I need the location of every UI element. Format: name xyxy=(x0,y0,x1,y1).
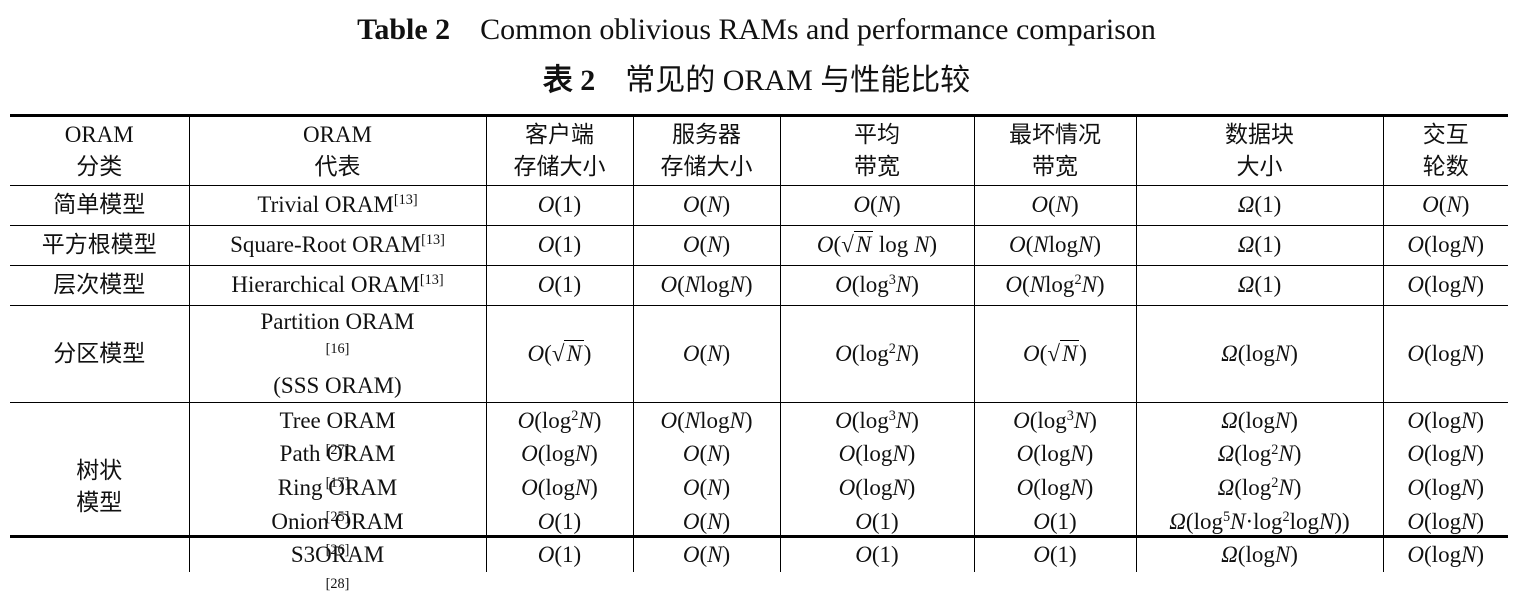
category-cell: 简单模型 xyxy=(10,184,190,226)
category-cell: 树状 模型 xyxy=(10,401,190,572)
table-row-partition: 分区模型 Partition ORAM [16] (SSS ORAM) O(√N) … xyxy=(10,304,1508,403)
rep-path-oram: Path ORAM [17] xyxy=(279,441,396,492)
header-worst-bandwidth: 最坏情况 带宽 xyxy=(973,117,1137,186)
rounds-cell: O(logN) xyxy=(1382,304,1508,403)
client-storage-cell: O(1) xyxy=(485,224,634,266)
worst-bandwidth-cell: O(Nlog2N) xyxy=(973,264,1137,306)
block-size-cell: Ω(1) xyxy=(1135,224,1384,266)
table-row-hierarchical: 层次模型 Hierarchical ORAM[13] O(1) O(NlogN)… xyxy=(10,264,1508,306)
worst-bandwidth-cell: O(N) xyxy=(973,184,1137,226)
worst-bandwidth-cell: O(log3N) O(logN) O(logN) O(1) O(1) xyxy=(973,401,1137,572)
rounds-cell: O(logN) xyxy=(1382,264,1508,306)
representative-cell: Partition ORAM [16] (SSS ORAM) xyxy=(188,304,487,403)
rounds-cell: O(N) xyxy=(1382,184,1508,226)
server-storage-cell: O(N) xyxy=(632,184,781,226)
table-title-zh: 表 2 常见的 ORAM 与性能比较 xyxy=(0,61,1513,101)
rep-ring-oram: Ring ORAM [25] xyxy=(277,474,398,525)
avg-bandwidth-cell: O(log3N) xyxy=(779,264,975,306)
avg-bandwidth-cell: O(log2N) xyxy=(779,304,975,403)
header-client-storage: 客户端 存储大小 xyxy=(485,117,634,186)
header-row: ORAM 分类 ORAM 代表 客户端 存储大小 服务器 存储大小 平均 带宽 最坏情况带… xyxy=(10,117,1508,186)
server-storage-cell: O(NlogN) xyxy=(632,264,781,306)
representative-cell: Hierarchical ORAM[13] xyxy=(188,264,487,306)
block-size-cell: Ω(1) xyxy=(1135,264,1384,306)
worst-bandwidth-cell: O(√N) xyxy=(973,304,1137,403)
header-category: ORAM 分类 xyxy=(10,117,190,186)
avg-bandwidth-cell: O(√N log N) xyxy=(779,224,975,266)
category-cell: 平方根模型 xyxy=(10,224,190,266)
header-server-storage: 服务器 存储大小 xyxy=(632,117,781,186)
client-storage-cell: O(√N) xyxy=(485,304,634,403)
bottom-rule xyxy=(10,535,1508,538)
table-caption-zh: 常见的 ORAM 与性能比较 xyxy=(625,64,971,97)
rep-tree-oram: Tree ORAM [27] xyxy=(279,407,396,458)
table-number-en: Table 2 xyxy=(357,13,451,46)
avg-bandwidth-cell: O(log3N) O(logN) O(logN) O(1) O(1) xyxy=(779,401,975,572)
header-avg-bandwidth: 平均 带宽 xyxy=(779,117,975,186)
representative-cell: Tree ORAM [27] Path ORAM [17] Ring ORAM [25… xyxy=(188,401,487,591)
table-title-en: Table 2 Common oblivious RAMs and perfor… xyxy=(0,10,1513,50)
table-row-trivial: 简单模型 Trivial ORAM[13] O(1) O(N) O(N) O(N… xyxy=(10,184,1508,226)
table-number-zh: 表 2 xyxy=(542,64,596,97)
header-rounds: 交互 轮数 xyxy=(1382,117,1508,186)
block-size-cell: Ω(logN) xyxy=(1135,304,1384,403)
avg-bandwidth-cell: O(N) xyxy=(779,184,975,226)
category-cell: 层次模型 xyxy=(10,264,190,306)
rounds-cell: O(logN) O(logN) O(logN) O(logN) O(logN) xyxy=(1382,401,1508,572)
block-size-cell: Ω(1) xyxy=(1135,184,1384,226)
client-storage-cell: O(1) xyxy=(485,264,634,306)
oram-comparison-table: ORAM 分类 ORAM 代表 客户端 存储大小 服务器 存储大小 平均 带宽 最坏情况带… xyxy=(10,117,1508,591)
block-size-cell: Ω(logN) Ω(log2N) Ω(log2N) Ω(log5N·log2lo… xyxy=(1135,401,1384,572)
server-storage-cell: O(NlogN) O(N) O(N) O(N) O(N) xyxy=(632,401,781,572)
representative-cell: Square-Root ORAM[13] xyxy=(188,224,487,266)
table-caption-en: Common oblivious RAMs and performance co… xyxy=(480,13,1156,46)
top-rule xyxy=(10,114,1508,117)
client-storage-cell: O(log2N) O(logN) O(logN) O(1) O(1) xyxy=(485,401,634,572)
worst-bandwidth-cell: O(NlogN) xyxy=(973,224,1137,266)
category-cell: 分区模型 xyxy=(10,304,190,403)
header-representative: ORAM 代表 xyxy=(188,117,487,186)
header-block-size: 数据块 大小 xyxy=(1135,117,1384,186)
server-storage-cell: O(N) xyxy=(632,304,781,403)
table-row-square-root: 平方根模型 Square-Root ORAM[13] O(1) O(N) O(√… xyxy=(10,224,1508,266)
client-storage-cell: O(1) xyxy=(485,184,634,226)
server-storage-cell: O(N) xyxy=(632,224,781,266)
rounds-cell: O(logN) xyxy=(1382,224,1508,266)
representative-cell: Trivial ORAM[13] xyxy=(188,184,487,226)
table-row-tree-group: 树状 模型 Tree ORAM [27] Path ORAM [17] Ring OR… xyxy=(10,401,1508,591)
